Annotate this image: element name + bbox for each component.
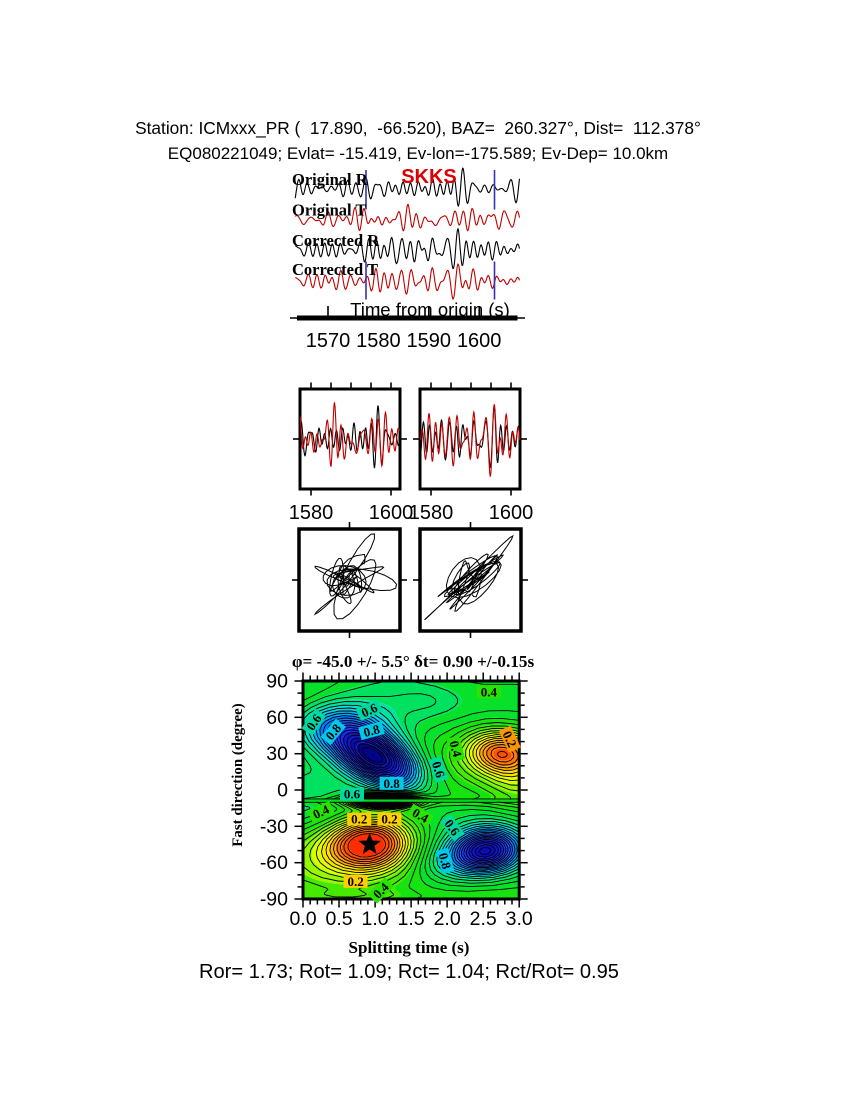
svg-text:0: 0: [277, 780, 288, 802]
svg-text:0.5: 0.5: [325, 908, 352, 930]
svg-text:Original R: Original R: [292, 170, 369, 189]
svg-text:2.5: 2.5: [470, 908, 497, 930]
svg-text:0.2: 0.2: [381, 812, 397, 827]
svg-text:1.5: 1.5: [398, 908, 425, 930]
svg-text:0.4: 0.4: [481, 684, 498, 699]
svg-text:1600: 1600: [369, 502, 414, 524]
svg-text:0.2: 0.2: [500, 729, 520, 750]
svg-text:60: 60: [266, 707, 288, 729]
svg-text:1590: 1590: [407, 330, 452, 352]
svg-text:0.2: 0.2: [351, 812, 367, 827]
svg-text:0.8: 0.8: [383, 776, 400, 791]
svg-text:0.8: 0.8: [362, 721, 382, 740]
svg-text:0.6: 0.6: [429, 759, 448, 780]
svg-text:Fast direction (degree): Fast direction (degree): [230, 703, 246, 846]
svg-text:φ= -45.0 +/- 5.5° δt= 0.90 +/-: φ= -45.0 +/- 5.5° δt= 0.90 +/-0.15s: [292, 652, 535, 671]
svg-text:1570: 1570: [306, 330, 351, 352]
svg-text:-30: -30: [260, 816, 288, 838]
svg-text:0.2: 0.2: [347, 874, 363, 889]
svg-text:1580: 1580: [356, 330, 401, 352]
svg-text:1600: 1600: [489, 502, 534, 524]
svg-text:EQ080221049; Evlat= -15.419, E: EQ080221049; Evlat= -15.419, Ev-lon=-175…: [168, 144, 668, 163]
svg-text:Splitting time (s): Splitting time (s): [349, 938, 470, 957]
svg-text:0.4: 0.4: [310, 801, 332, 822]
svg-text:3.0: 3.0: [506, 908, 533, 930]
svg-text:0.6: 0.6: [359, 700, 381, 721]
svg-text:2.0: 2.0: [434, 908, 461, 930]
svg-text:1580: 1580: [289, 502, 334, 524]
svg-text:1580: 1580: [409, 502, 454, 524]
svg-text:-90: -90: [260, 889, 288, 911]
svg-text:Corrected T: Corrected T: [292, 260, 378, 279]
svg-text:0.4: 0.4: [410, 805, 432, 826]
svg-text:0.0: 0.0: [289, 908, 316, 930]
svg-text:Ror= 1.73; Rot= 1.09; Rct= 1.0: Ror= 1.73; Rot= 1.09; Rct= 1.04; Rct/Rot…: [199, 961, 619, 983]
svg-text:Time from origin (s): Time from origin (s): [350, 299, 510, 320]
svg-text:0.6: 0.6: [344, 787, 361, 802]
svg-text:Station: ICMxxx_PR ( 17.890,: Station: ICMxxx_PR ( 17.890, -66.520), B…: [135, 118, 701, 138]
svg-text:1600: 1600: [457, 330, 502, 352]
svg-text:SKKS: SKKS: [401, 166, 457, 188]
svg-text:1.0: 1.0: [362, 908, 389, 930]
svg-text:30: 30: [266, 743, 288, 765]
svg-text:0.8: 0.8: [436, 851, 455, 871]
svg-text:90: 90: [266, 671, 288, 693]
svg-text:-60: -60: [260, 852, 288, 874]
svg-text:0.4: 0.4: [446, 739, 465, 759]
svg-text:Corrected R: Corrected R: [292, 231, 380, 250]
svg-text:Original T: Original T: [292, 201, 366, 220]
